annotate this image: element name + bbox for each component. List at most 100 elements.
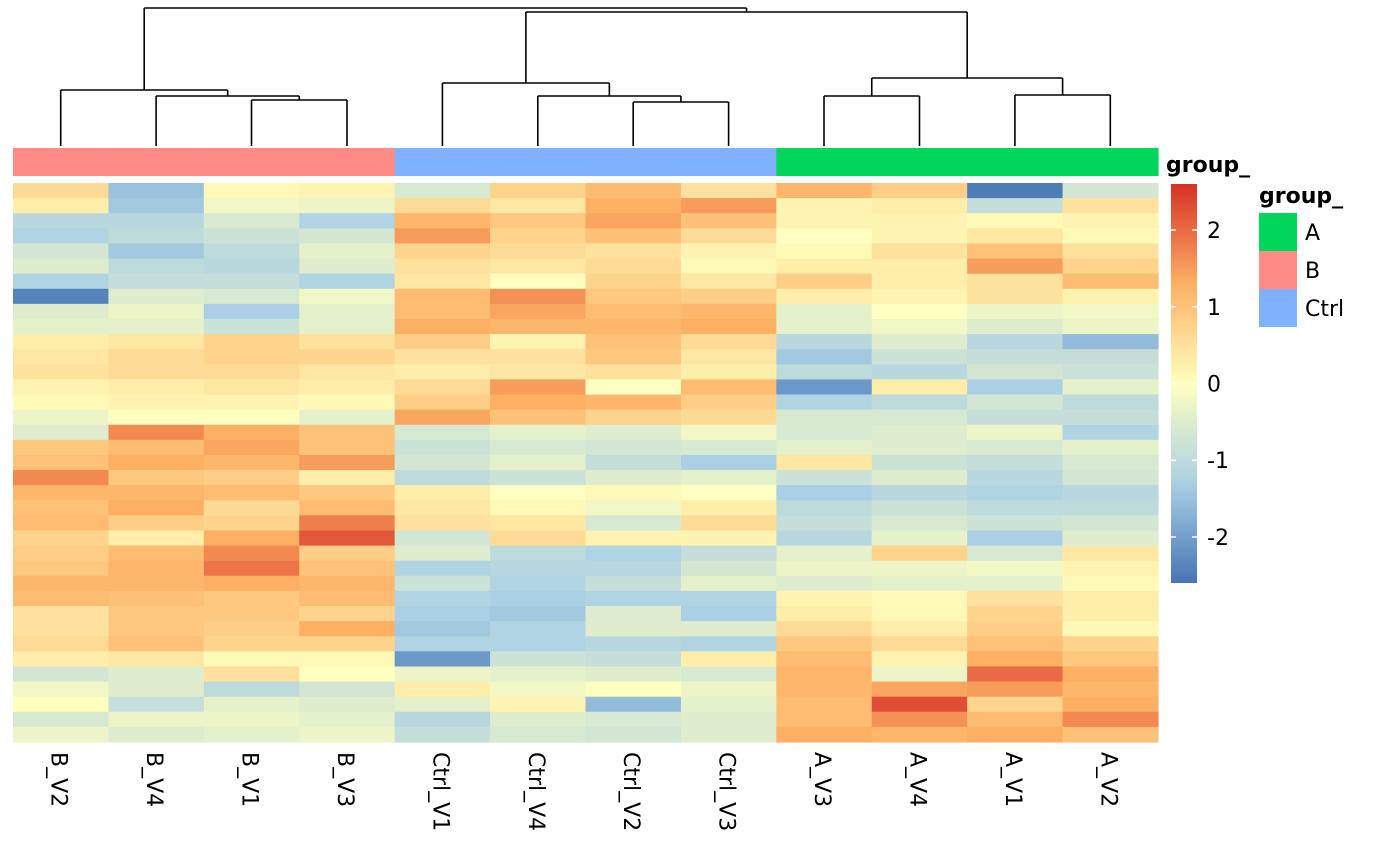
heatmap-cell xyxy=(680,651,777,668)
heatmap-cell xyxy=(680,213,777,229)
scale-tick-label: 0 xyxy=(1207,373,1221,398)
annotation-cell xyxy=(585,148,682,176)
heatmap-cell xyxy=(394,364,491,381)
heatmap-cell xyxy=(1062,364,1159,381)
heatmap-cell xyxy=(680,696,777,713)
heatmap-cell xyxy=(203,439,300,456)
heatmap-cell xyxy=(1062,183,1159,199)
heatmap-cell xyxy=(108,470,205,486)
heatmap-cell xyxy=(108,696,205,713)
heatmap-cell xyxy=(680,545,777,562)
heatmap-cell xyxy=(680,666,777,683)
annotation-cell xyxy=(490,148,587,176)
heatmap-cell xyxy=(776,470,873,486)
heatmap-cell xyxy=(680,424,777,441)
heatmap-cell xyxy=(967,334,1064,350)
column-dendrogram xyxy=(59,7,1112,146)
heatmap-cell xyxy=(490,364,587,381)
heatmap-cell xyxy=(680,228,777,245)
heatmap-cell xyxy=(776,334,873,350)
heatmap-cell xyxy=(203,590,300,607)
heatmap-cell xyxy=(776,636,873,652)
heatmap-cell xyxy=(871,424,968,441)
heatmap-cell xyxy=(394,349,491,365)
heatmap-cell xyxy=(108,454,205,471)
heatmap-cell xyxy=(490,454,587,471)
heatmap-cell xyxy=(680,183,777,199)
heatmap-cell xyxy=(108,183,205,199)
heatmap-cell xyxy=(394,575,491,592)
heatmap-cell xyxy=(490,273,587,290)
heatmap-cell xyxy=(299,621,396,637)
heatmap-cell xyxy=(203,711,300,728)
heatmap-cell xyxy=(967,424,1064,441)
heatmap-cell xyxy=(680,454,777,471)
heatmap-cell xyxy=(108,575,205,592)
column-label: A_V3 xyxy=(809,752,834,807)
legend-label: Ctrl xyxy=(1305,297,1344,322)
heatmap-cell xyxy=(967,590,1064,607)
heatmap-cell xyxy=(490,379,587,396)
heatmap-cell xyxy=(585,198,682,214)
column-label: A_V4 xyxy=(904,752,929,807)
heatmap-cell xyxy=(490,590,587,607)
heatmap-cell xyxy=(490,485,587,501)
heatmap-cell xyxy=(680,530,777,547)
heatmap-cell xyxy=(13,379,110,396)
heatmap-cell xyxy=(13,485,110,501)
heatmap-cell xyxy=(13,258,110,275)
heatmap-cell xyxy=(585,681,682,698)
heatmap-cell xyxy=(108,213,205,229)
heatmap-cell xyxy=(585,454,682,471)
heatmap-cell xyxy=(680,394,777,411)
heatmap-cell xyxy=(394,560,491,577)
heatmap-cell xyxy=(776,288,873,305)
heatmap-cell xyxy=(13,409,110,426)
heatmap-cell xyxy=(490,318,587,335)
annotation-cell xyxy=(394,148,491,176)
heatmap-cell xyxy=(203,379,300,396)
heatmap-cell xyxy=(680,364,777,381)
heatmap-cell xyxy=(871,228,968,245)
heatmap-cell xyxy=(776,681,873,698)
heatmap-cell xyxy=(776,303,873,320)
heatmap-cell xyxy=(585,651,682,668)
heatmap-cell xyxy=(680,379,777,396)
heatmap-cell xyxy=(1062,590,1159,607)
column-label: Ctrl_V4 xyxy=(523,752,548,831)
heatmap-cell xyxy=(490,303,587,320)
annotation-cell xyxy=(967,148,1064,176)
heatmap-cell xyxy=(299,288,396,305)
heatmap-cell xyxy=(585,243,682,260)
heatmap-cell xyxy=(299,213,396,229)
heatmap-cell xyxy=(680,243,777,260)
heatmap-cell xyxy=(108,681,205,698)
heatmap-cell xyxy=(967,726,1064,743)
heatmap-cell xyxy=(776,273,873,290)
annotation-cell xyxy=(680,148,777,176)
heatmap-cell xyxy=(13,228,110,245)
heatmap-cell xyxy=(585,575,682,592)
heatmap-cell xyxy=(1062,470,1159,486)
heatmap-cell xyxy=(490,198,587,214)
heatmap-cell xyxy=(871,485,968,501)
heatmap-cell xyxy=(203,364,300,381)
heatmap-cell xyxy=(299,545,396,562)
heatmap-cell xyxy=(1062,454,1159,471)
heatmap-cell xyxy=(13,364,110,381)
heatmap-cell xyxy=(394,500,491,516)
heatmap-cell xyxy=(776,651,873,668)
heatmap-cell xyxy=(490,424,587,441)
annotation-cell xyxy=(203,148,300,176)
heatmap-cell xyxy=(776,590,873,607)
heatmap-cell xyxy=(585,666,682,683)
heatmap-cell xyxy=(299,198,396,214)
heatmap-cell xyxy=(967,439,1064,456)
heatmap-cell xyxy=(203,560,300,577)
heatmap-cell xyxy=(490,575,587,592)
scale-tick-label: -1 xyxy=(1207,449,1229,474)
heatmap-cell xyxy=(490,530,587,547)
heatmap-cell xyxy=(108,636,205,652)
heatmap-cell xyxy=(394,409,491,426)
heatmap-cell xyxy=(299,273,396,290)
